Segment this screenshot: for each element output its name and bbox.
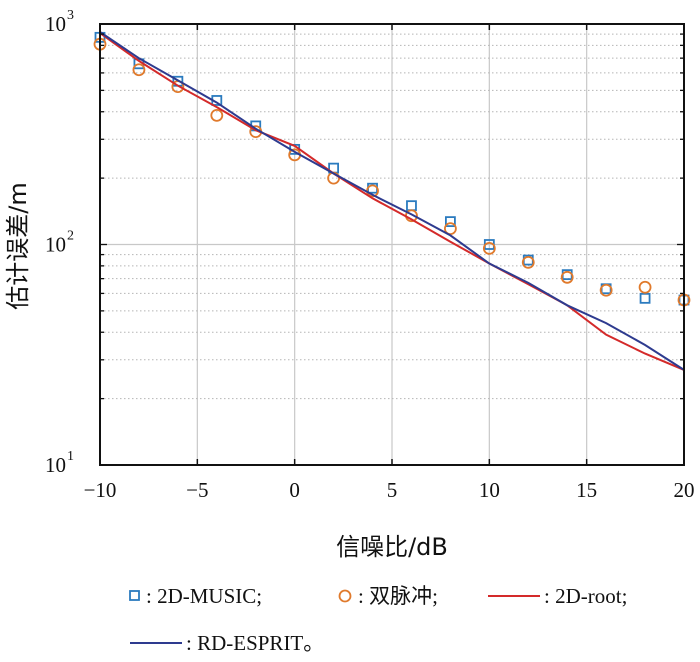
data-point-dual-pulse [560,270,574,284]
x-tick-label: 15 [576,478,597,502]
legend: : 2D-MUSIC; : 双脉冲; : 2D-root; : RD-ESPRIT。 [129,584,627,655]
legend-label: : RD-ESPRIT。 [186,631,324,655]
x-tick-label: 20 [674,478,695,502]
y-tick-label: 10 [45,233,66,257]
legend-label: : 双脉冲; [358,584,438,608]
data-point-dual-pulse [132,63,146,77]
data-point-2d-music [639,292,651,304]
legend-marker-square [129,590,140,601]
data-point-dual-pulse [482,242,496,255]
x-tick-label: −5 [186,478,208,502]
x-axis-label: 信噪比/dB [336,533,448,561]
series-line-2d-root [99,32,685,371]
y-tick-label: 10 [45,12,66,36]
data-point-dual-pulse [443,222,457,236]
y-tick-label-exponent: 3 [67,8,74,23]
x-tick-label: 0 [289,478,300,502]
y-tick-label-exponent: 2 [67,229,74,244]
legend-label: : 2D-root; [544,584,627,608]
x-tick-label: 10 [479,478,500,502]
y-tick-label: 10 [45,453,66,477]
data-point-dual-pulse [521,255,535,269]
y-tick-label-exponent: 1 [67,449,74,464]
data-point-dual-pulse [638,280,652,294]
y-axis-label: 估计误差/m [4,182,32,309]
legend-label: : 2D-MUSIC; [146,584,262,608]
series-line-rd-esprit [99,31,685,371]
x-tick-label: −10 [84,478,117,502]
legend-marker-circle [338,589,352,603]
data-point-dual-pulse [599,283,613,297]
data-point-dual-pulse [210,109,224,122]
x-tick-label: 5 [387,478,398,502]
data-point-2d-music [444,216,456,228]
